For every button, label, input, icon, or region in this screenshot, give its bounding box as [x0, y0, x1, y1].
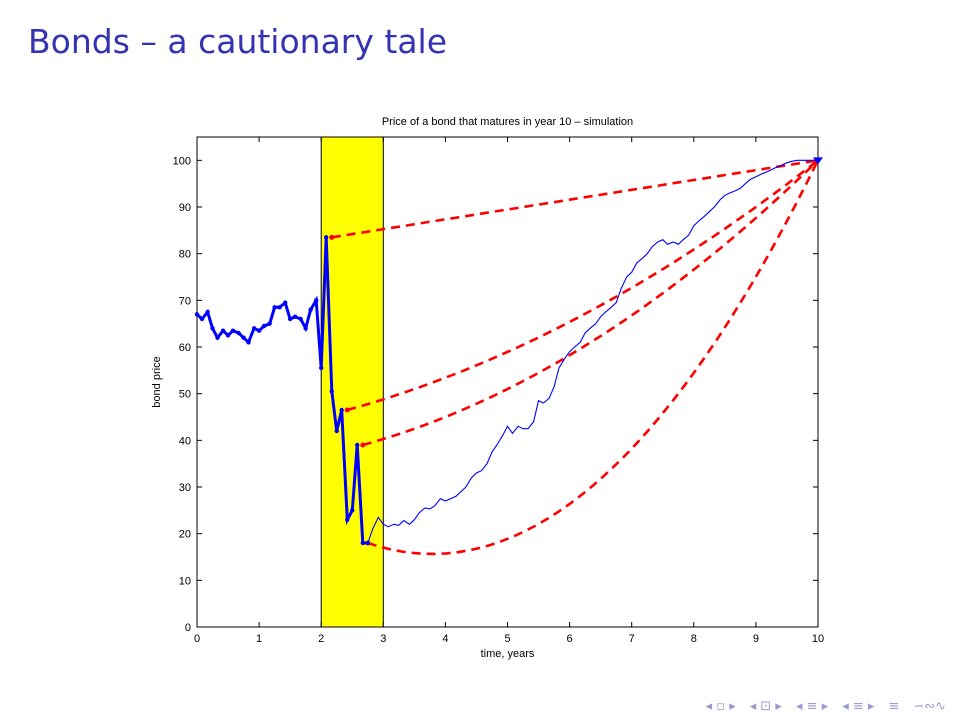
price-history-point [261, 323, 267, 329]
nav-first-icon[interactable]: ◂ ▫ ▸ [705, 699, 736, 714]
price-history-point [267, 321, 272, 326]
chart-title: Price of a bond that matures in year 10 … [382, 116, 633, 128]
price-history-point [339, 407, 344, 413]
price-history-point [308, 307, 313, 312]
y-tick-label: 90 [179, 202, 191, 214]
maturity-marker [813, 157, 823, 165]
y-tick-label: 50 [179, 389, 191, 401]
x-tick-label: 6 [567, 633, 573, 645]
projection-line [331, 159, 819, 239]
price-history-point [210, 326, 215, 331]
price-history-point [365, 540, 370, 546]
nav-frame-icon[interactable]: ◂ ⊡ ▸ [749, 699, 782, 714]
y-tick-label: 40 [179, 435, 191, 447]
price-history-point [194, 312, 200, 317]
price-history-point [282, 300, 288, 305]
price-history-point [236, 330, 241, 336]
price-history-point [345, 517, 350, 522]
y-tick-label: 100 [173, 155, 191, 167]
price-history-point [241, 335, 246, 340]
plot-frame [196, 136, 819, 628]
projection-line [367, 159, 820, 556]
price-history-point [199, 316, 205, 322]
price-history-point [277, 305, 282, 310]
price-history-point [272, 305, 277, 310]
price-history-point [319, 365, 324, 371]
x-tick-label: 2 [318, 633, 324, 645]
projection-line [346, 159, 819, 412]
price-history-point [314, 298, 319, 303]
x-tick-label: 0 [194, 633, 200, 645]
x-tick-label: 1 [256, 633, 262, 645]
projection-line [362, 159, 819, 447]
slide-title: Bonds – a cautionary tale [28, 22, 448, 61]
price-history-point [355, 442, 360, 448]
price-history-point [334, 428, 339, 434]
projection-start-point [360, 442, 366, 448]
price-history-point [360, 540, 366, 546]
y-tick-label: 30 [179, 482, 191, 494]
price-history-point [230, 328, 236, 333]
y-axis-label: bond price [151, 356, 163, 407]
y-tick-label: 80 [179, 249, 191, 261]
y-tick-label: 60 [179, 342, 191, 354]
y-tick-label: 10 [179, 575, 191, 587]
x-tick-label: 7 [629, 633, 635, 645]
price-history-point [329, 389, 334, 394]
x-tick-label: 10 [812, 633, 824, 645]
nav-align-icon[interactable]: ≡ [888, 699, 900, 714]
x-tick-label: 3 [380, 633, 386, 645]
x-tick-label: 9 [753, 633, 759, 645]
x-tick-label: 4 [442, 633, 448, 645]
price-history-point [246, 340, 251, 345]
price-history-point [323, 235, 329, 240]
y-tick-label: 0 [185, 622, 191, 634]
price-history-point [303, 326, 308, 331]
x-tick-label: 5 [504, 633, 510, 645]
beamer-nav-bar: ◂ ▫ ▸ ◂ ⊡ ▸ ◂ ≡ ▸ ◂ ≡ ▸ ≡ ∽∾∿ [706, 699, 946, 714]
x-tick-label: 8 [691, 633, 697, 645]
projection-start-point [329, 234, 335, 240]
price-history-point [251, 326, 257, 331]
price-history-point [225, 333, 231, 338]
y-tick-label: 70 [179, 295, 191, 307]
price-history-point [287, 316, 293, 322]
x-axis-label: time, years [481, 648, 535, 660]
nav-section-icon[interactable]: ◂ ≡ ▸ [795, 699, 829, 714]
price-history-point [298, 316, 303, 322]
price-history-point [350, 508, 355, 513]
price-history-point [215, 335, 220, 340]
price-history-line [197, 237, 368, 545]
price-history-point [220, 328, 226, 333]
price-history-point [292, 314, 298, 319]
nav-search-icon[interactable]: ∽∾∿ [913, 699, 946, 714]
y-tick-label: 20 [179, 529, 191, 541]
price-history-point [256, 328, 262, 333]
nav-subsection-icon[interactable]: ◂ ≡ ▸ [842, 699, 875, 714]
price-history-point [205, 309, 210, 315]
projection-start-point [344, 407, 350, 413]
simulated-price-line [367, 159, 818, 544]
